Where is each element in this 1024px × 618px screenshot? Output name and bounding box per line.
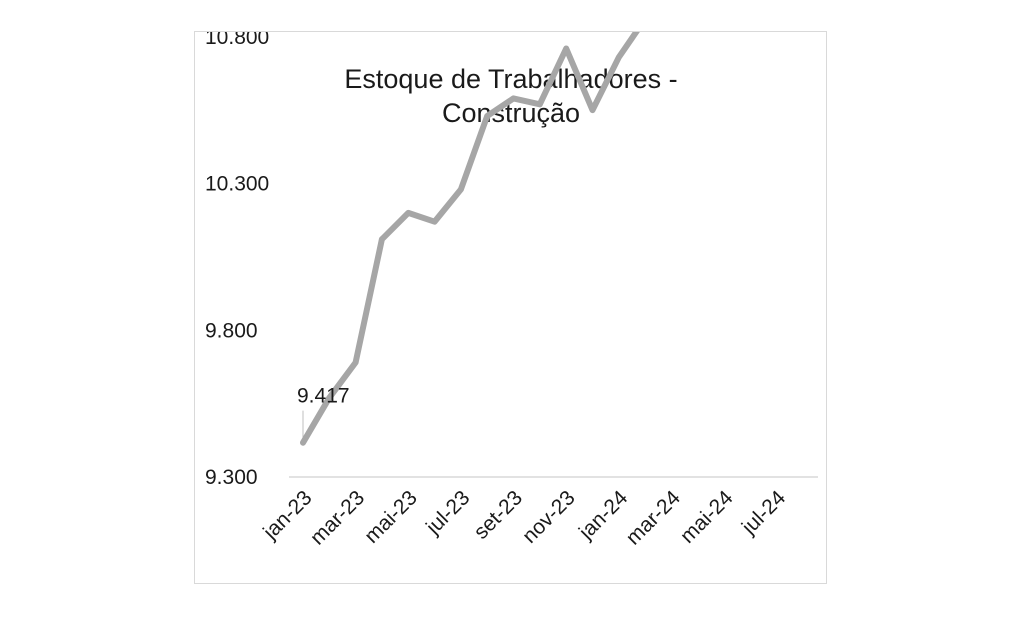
x-tick-label: set-23 [470,486,528,544]
series-line [300,32,640,446]
line-chart: Estoque de Trabalhadores - Construção 9.… [205,32,818,550]
chart-frame: Estoque de Trabalhadores - Construção 9.… [194,31,827,584]
y-tick-label: 10.800 [205,32,269,49]
x-tick-label: nov-23 [518,486,580,548]
x-tick-label: mar-23 [306,486,369,549]
chart-title-line-1: Estoque de Trabalhadores - [344,64,677,94]
y-tick-label: 10.300 [205,173,269,196]
x-tick-label: jul-23 [421,486,474,539]
y-tick-label: 9.300 [205,466,258,489]
data-label: 9.417 [297,385,350,408]
y-tick-label: 9.800 [205,319,258,342]
x-tick-label: jul-24 [737,486,791,540]
x-tick-label: mai-24 [676,486,738,548]
x-tick-label: mar-24 [622,486,686,550]
data-labels: 9.41711.461 [297,385,350,408]
x-tick-label: mai-23 [360,486,422,548]
